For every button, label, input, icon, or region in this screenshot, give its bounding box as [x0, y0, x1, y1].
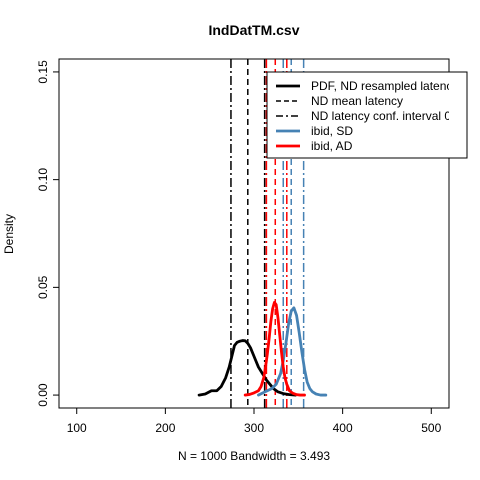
x-tick-label: 300 [244, 421, 264, 435]
y-tick-label: 0.05 [36, 275, 50, 299]
legend-label-0: PDF, ND resampled latency [311, 79, 458, 93]
density-curve-1 [257, 306, 328, 397]
x-tick-label: 200 [155, 421, 175, 435]
x-tick-label: 500 [421, 421, 441, 435]
plot-frame [58, 58, 450, 409]
y-tick-label: 0.10 [36, 168, 50, 192]
y-tick-label: 0.00 [36, 383, 50, 407]
legend-box [266, 71, 468, 159]
density-curves [197, 301, 328, 397]
axes: 100 200 300 400 500 0.00 0.05 0.10 0.15 [36, 60, 442, 435]
x-axis-label: N = 1000 Bandwidth = 3.493 [178, 449, 330, 463]
density-curve-2 [243, 301, 306, 397]
legend-label-4: ibid, AD [311, 139, 353, 153]
legend-label-2: ND latency conf. interval 0.95 [311, 109, 468, 123]
chart-title: IndDatTM.csv [208, 22, 299, 38]
x-tick-label: 100 [67, 421, 87, 435]
y-tick-label: 0.15 [36, 60, 50, 84]
legend-label-3: ibid, SD [311, 124, 353, 138]
legend-label-1: ND mean latency [311, 94, 403, 108]
y-axis-label: Density [2, 214, 16, 254]
x-tick-label: 400 [333, 421, 353, 435]
